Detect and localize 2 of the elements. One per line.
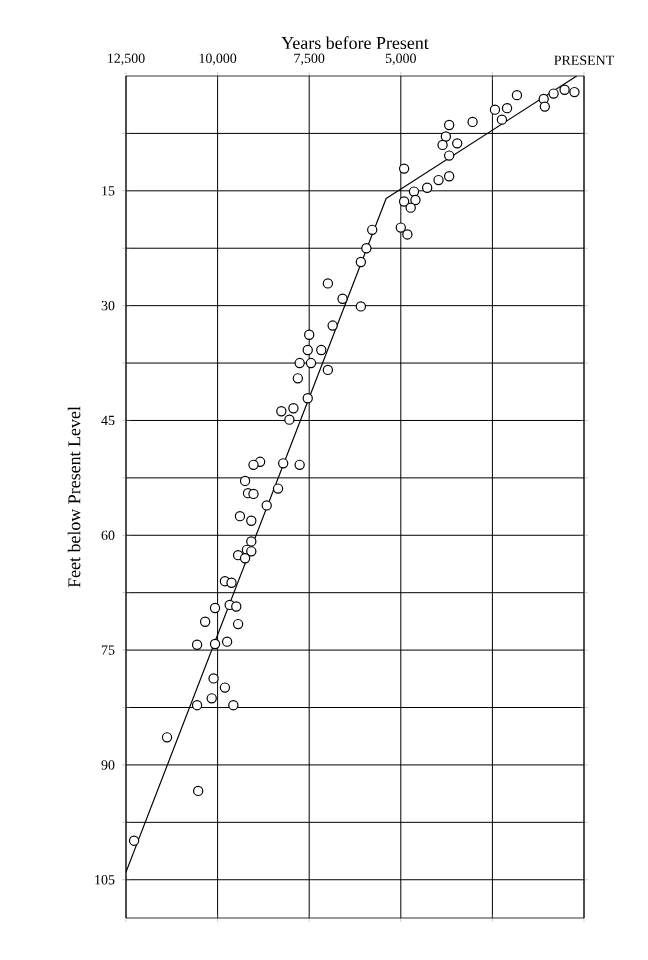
y-axis-title: Feet below Present Level	[67, 406, 81, 588]
x-axis-title: Years before Present	[281, 36, 429, 50]
